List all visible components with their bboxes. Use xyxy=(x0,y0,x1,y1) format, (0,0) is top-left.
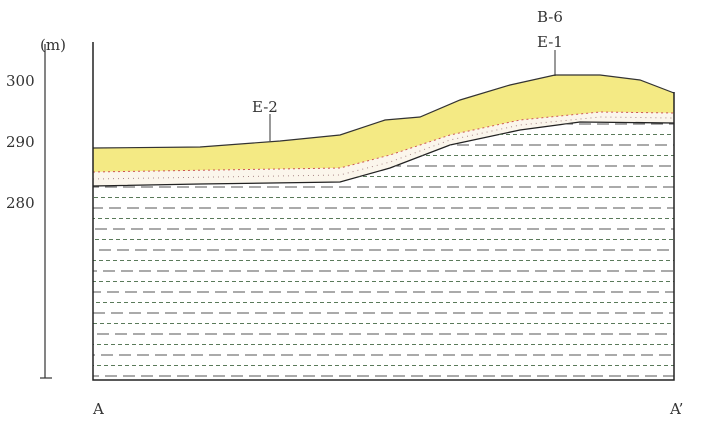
bedrock-strata xyxy=(93,123,674,377)
axis-label: 290 xyxy=(6,133,35,151)
section-frame xyxy=(92,42,675,381)
borehole-label: B-6 xyxy=(537,8,563,26)
section-end: A’ xyxy=(669,400,683,418)
axis-label: 280 xyxy=(6,194,35,212)
gravel-top xyxy=(92,111,675,173)
borehole-label: E-2 xyxy=(252,98,278,116)
bedrock-boundary xyxy=(92,121,675,187)
topsoil-layer xyxy=(93,75,674,172)
ground-surface xyxy=(92,74,675,149)
section-start: A xyxy=(92,400,104,418)
gravel-layer xyxy=(93,112,674,186)
borehole-label: E-1 xyxy=(537,33,563,51)
axis-unit: (m) xyxy=(40,36,66,54)
axis-label: 300 xyxy=(6,72,35,90)
